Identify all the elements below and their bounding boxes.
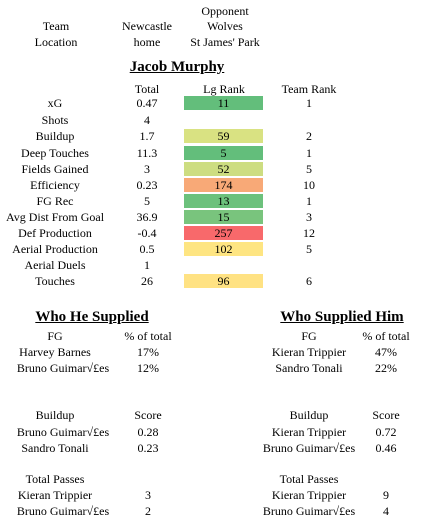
supplied-passes-value-1: 3 (145, 488, 151, 502)
stat-total: 26 (141, 274, 153, 288)
stat-label: FG Rec (36, 194, 74, 208)
supplied-him-passes-value-1: 9 (383, 488, 389, 502)
supplied-him-buildup-name-1: Kieran Trippier (271, 425, 347, 439)
supplied-him-fg-header: FG (301, 329, 317, 343)
opponent-header: Opponent (201, 4, 249, 18)
supplied-him-fg-value-1: 47% (375, 345, 397, 359)
stat-team-rank: 5 (306, 242, 312, 256)
team-value: Newcastle (122, 19, 172, 33)
supplied-fg-name-1: Harvey Barnes (19, 345, 91, 359)
stat-total: 11.3 (136, 146, 158, 160)
stat-total: 4 (144, 113, 150, 127)
supplied-passes-header: Total Passes (25, 472, 85, 486)
stat-total: 0.47 (136, 96, 158, 110)
stat-label: xG (47, 96, 63, 110)
stat-team-rank: 1 (306, 194, 312, 208)
supplied-buildup-value-2: 0.23 (137, 441, 159, 455)
stat-label: Efficiency (30, 178, 80, 192)
supplied-him-buildup-value-2: 0.46 (375, 441, 397, 455)
stat-team-rank: 10 (303, 178, 315, 192)
supplied-him-buildup-name-2: Bruno Guimar√£es (262, 441, 356, 455)
stat-lg-rank: 52 (184, 162, 263, 176)
supplied-fg-header: FG (47, 329, 63, 343)
stat-lg-rank: 59 (184, 129, 263, 143)
supplied-him-passes-name-2: Bruno Guimar√£es (262, 504, 356, 518)
stat-team-rank: 6 (306, 274, 312, 288)
stat-lg-rank: 96 (184, 274, 263, 288)
stat-lg-rank: 11 (184, 96, 263, 110)
supplied-fg-value-1: 17% (137, 345, 159, 359)
stat-total: 1.7 (139, 129, 155, 143)
supplied-fg-name-2: Bruno Guimar√£es (16, 361, 110, 375)
stat-label: Avg Dist From Goal (5, 210, 105, 224)
stat-label: Touches (35, 274, 75, 288)
supplied-him-buildup-col-header: Score (372, 408, 400, 422)
stat-lg-rank: 5 (184, 146, 263, 160)
supplied-him-passes-header: Total Passes (279, 472, 339, 486)
stat-label: Aerial Production (12, 242, 98, 256)
stat-total: 5 (144, 194, 150, 208)
supplied-him-fg-col-header: % of total (362, 329, 410, 343)
supplied-him-passes-name-1: Kieran Trippier (271, 488, 347, 502)
stat-team-rank: 2 (306, 129, 312, 143)
team-rank-header: Team Rank (281, 82, 337, 96)
supplied-him-buildup-header: Buildup (289, 408, 329, 422)
supplied-buildup-name-2: Sandro Tonali (21, 441, 89, 455)
supplied-him-fg-value-2: 22% (375, 361, 397, 375)
venue-value: St James' Park (190, 35, 260, 49)
lg-rank-header: Lg Rank (203, 82, 245, 96)
stat-team-rank: 3 (306, 210, 312, 224)
location-label: Location (34, 35, 78, 49)
stat-total: 0.23 (136, 178, 158, 192)
stat-lg-rank: 174 (184, 178, 263, 192)
stat-team-rank: 5 (306, 162, 312, 176)
supplied-fg-col-header: % of total (124, 329, 172, 343)
stat-lg-rank: 13 (184, 194, 263, 208)
stat-label: Shots (41, 113, 69, 127)
stat-label: Fields Gained (21, 162, 89, 176)
stat-team-rank: 1 (306, 146, 312, 160)
stat-total: 0.5 (139, 242, 155, 256)
total-header: Total (134, 82, 160, 96)
supplied-passes-value-2: 2 (145, 504, 151, 518)
stat-total: 3 (144, 162, 150, 176)
opponent-value: Wolves (207, 19, 243, 33)
supplied-him-fg-name-2: Sandro Tonali (275, 361, 343, 375)
supplied-buildup-col-header: Score (134, 408, 162, 422)
stat-lg-rank: 15 (184, 210, 263, 224)
supplied-buildup-header: Buildup (35, 408, 75, 422)
who-he-supplied-title: Who He Supplied (35, 309, 149, 325)
supplied-him-fg-name-1: Kieran Trippier (271, 345, 347, 359)
stat-label: Aerial Duels (24, 258, 86, 272)
team-label: Team (42, 19, 70, 33)
stat-total: -0.4 (137, 226, 157, 240)
location-value: home (133, 35, 161, 49)
stat-team-rank: 12 (303, 226, 315, 240)
supplied-buildup-value-1: 0.28 (137, 425, 159, 439)
stat-label: Deep Touches (21, 146, 89, 160)
supplied-fg-value-2: 12% (137, 361, 159, 375)
stat-label: Def Production (18, 226, 92, 240)
supplied-him-passes-value-2: 4 (383, 504, 389, 518)
stat-total: 1 (144, 258, 150, 272)
supplied-passes-name-1: Kieran Trippier (17, 488, 93, 502)
who-supplied-him-title: Who Supplied Him (280, 309, 404, 325)
stat-total: 36.9 (136, 210, 158, 224)
stat-team-rank: 1 (306, 96, 312, 110)
stat-lg-rank: 257 (184, 226, 263, 240)
player-name: Jacob Murphy (129, 59, 225, 75)
stat-label: Buildup (35, 129, 75, 143)
stat-lg-rank: 102 (184, 242, 263, 256)
supplied-passes-name-2: Bruno Guimar√£es (16, 504, 110, 518)
supplied-buildup-name-1: Bruno Guimar√£es (16, 425, 110, 439)
supplied-him-buildup-value-1: 0.72 (375, 425, 397, 439)
